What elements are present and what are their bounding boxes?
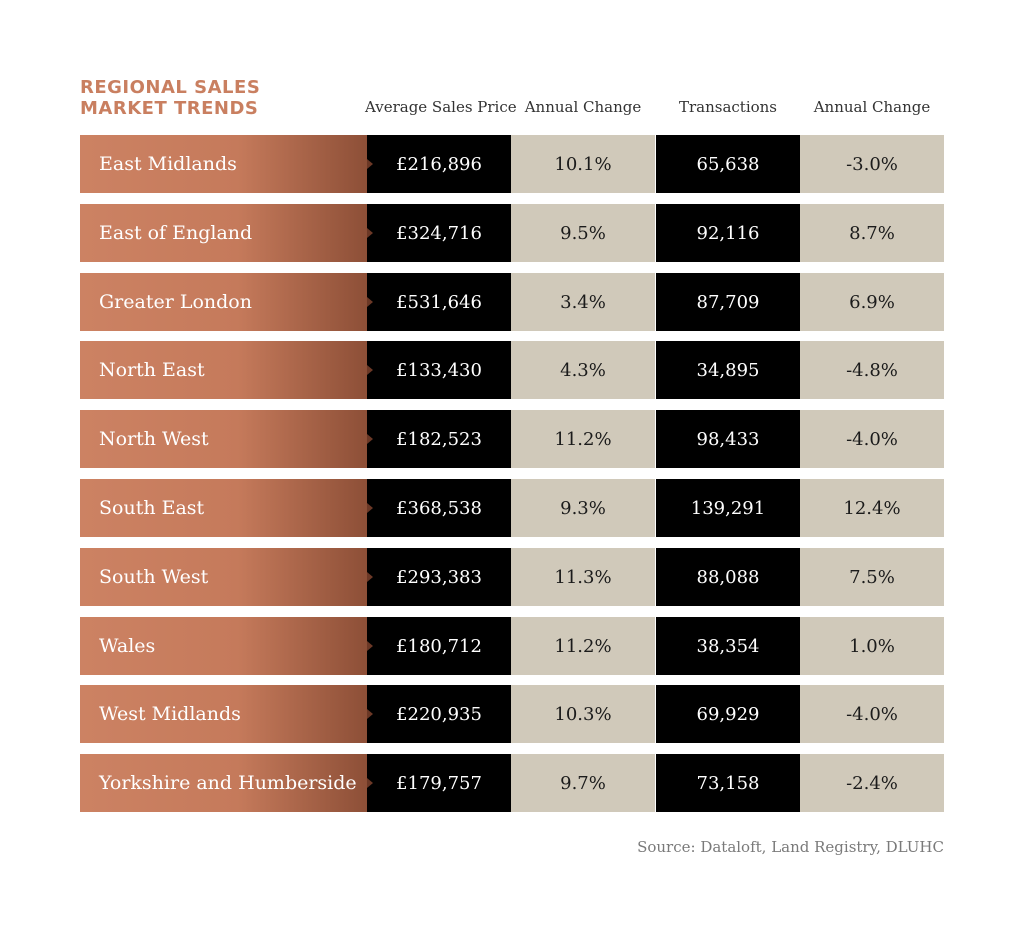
source-note: Source: Dataloft, Land Registry, DLUHC [637,838,944,856]
table-row: Greater London £531,646 3.4% 87,709 6.9% [80,273,944,331]
price-annual-change: 11.2% [511,617,655,675]
price-annual-change: 9.3% [511,479,655,537]
table-row: South East £368,538 9.3% 139,291 12.4% [80,479,944,537]
row-arrow-icon [367,641,373,651]
price-annual-change: 4.3% [511,341,655,399]
transactions-annual-change: -2.4% [800,754,944,812]
header-price-annual-change: Annual Change [524,98,642,116]
transactions: 92,116 [656,204,800,262]
row-arrow-icon [367,297,373,307]
transactions: 139,291 [656,479,800,537]
transactions-annual-change: 1.0% [800,617,944,675]
transactions-annual-change: 7.5% [800,548,944,606]
header-average-sales-price: Average Sales Price [365,98,517,116]
table-row: North East £133,430 4.3% 34,895 -4.8% [80,341,944,399]
transactions: 69,929 [656,685,800,743]
chart-title: REGIONAL SALES MARKET TRENDS [80,77,260,119]
region-name: South East [80,479,367,537]
region-name: East of England [80,204,367,262]
transactions: 65,638 [656,135,800,193]
price-annual-change: 9.7% [511,754,655,812]
price-annual-change: 10.1% [511,135,655,193]
table-row: East of England £324,716 9.5% 92,116 8.7% [80,204,944,262]
row-arrow-icon [367,159,373,169]
transactions: 87,709 [656,273,800,331]
region-name: Yorkshire and Humberside [80,754,367,812]
table-row: North West £182,523 11.2% 98,433 -4.0% [80,410,944,468]
row-arrow-icon [367,228,373,238]
row-arrow-icon [367,503,373,513]
average-sales-price: £293,383 [367,548,511,606]
average-sales-price: £133,430 [367,341,511,399]
row-arrow-icon [367,365,373,375]
header-transactions: Transactions [678,98,778,116]
transactions: 88,088 [656,548,800,606]
price-annual-change: 3.4% [511,273,655,331]
average-sales-price: £220,935 [367,685,511,743]
price-annual-change: 11.3% [511,548,655,606]
table-row: East Midlands £216,896 10.1% 65,638 -3.0% [80,135,944,193]
average-sales-price: £216,896 [367,135,511,193]
row-arrow-icon [367,709,373,719]
table-row: South West £293,383 11.3% 88,088 7.5% [80,548,944,606]
transactions-annual-change: -3.0% [800,135,944,193]
average-sales-price: £179,757 [367,754,511,812]
table-row: Yorkshire and Humberside £179,757 9.7% 73,1… [80,754,944,812]
price-annual-change: 11.2% [511,410,655,468]
transactions-annual-change: 12.4% [800,479,944,537]
transactions-annual-change: -4.0% [800,685,944,743]
price-annual-change: 9.5% [511,204,655,262]
region-name: East Midlands [80,135,367,193]
row-arrow-icon [367,434,373,444]
header-transactions-annual-change: Annual Change [813,98,931,116]
price-annual-change: 10.3% [511,685,655,743]
title-line-2: MARKET TRENDS [80,98,259,119]
title-line-1: REGIONAL SALES [80,77,261,98]
region-name: Wales [80,617,367,675]
table-row: West Midlands £220,935 10.3% 69,929 -4.0% [80,685,944,743]
average-sales-price: £180,712 [367,617,511,675]
region-name: Greater London [80,273,367,331]
transactions-annual-change: 8.7% [800,204,944,262]
transactions-annual-change: -4.8% [800,341,944,399]
transactions: 38,354 [656,617,800,675]
transactions-annual-change: -4.0% [800,410,944,468]
average-sales-price: £182,523 [367,410,511,468]
transactions: 98,433 [656,410,800,468]
average-sales-price: £324,716 [367,204,511,262]
transactions: 73,158 [656,754,800,812]
transactions: 34,895 [656,341,800,399]
average-sales-price: £531,646 [367,273,511,331]
transactions-annual-change: 6.9% [800,273,944,331]
region-name: North East [80,341,367,399]
average-sales-price: £368,538 [367,479,511,537]
row-arrow-icon [367,572,373,582]
region-name: North West [80,410,367,468]
region-name: South West [80,548,367,606]
table-row: Wales £180,712 11.2% 38,354 1.0% [80,617,944,675]
region-name: West Midlands [80,685,367,743]
row-arrow-icon [367,778,373,788]
